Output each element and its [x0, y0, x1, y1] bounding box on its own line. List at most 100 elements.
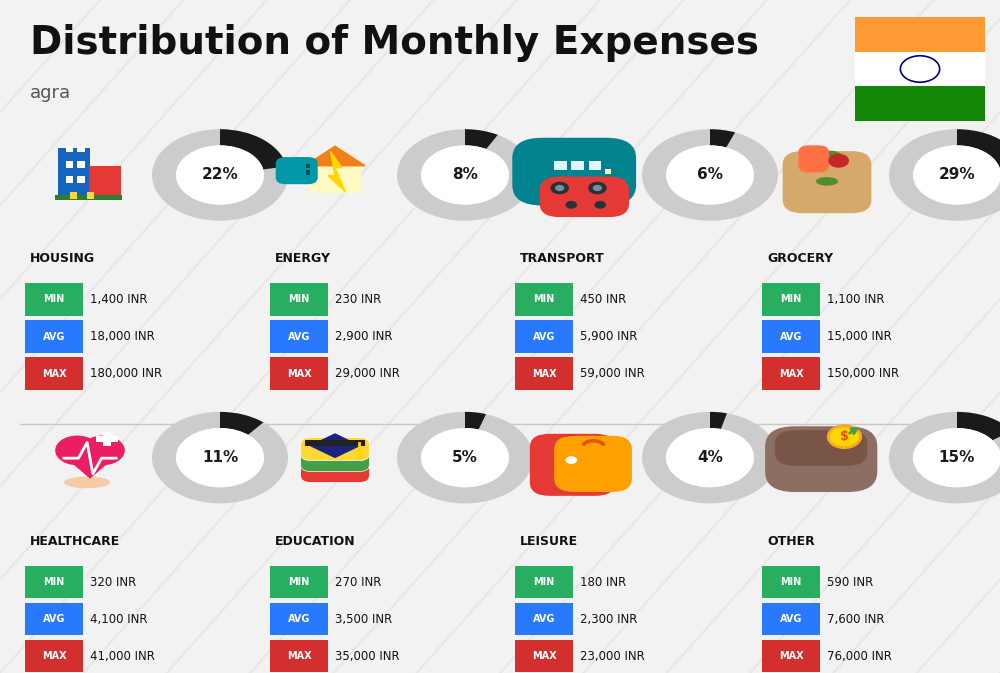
- Text: 5%: 5%: [452, 450, 478, 465]
- FancyBboxPatch shape: [515, 357, 573, 390]
- Wedge shape: [889, 129, 1000, 221]
- Polygon shape: [58, 450, 122, 478]
- Wedge shape: [397, 129, 533, 221]
- Circle shape: [176, 428, 264, 487]
- Text: MIN: MIN: [288, 295, 310, 304]
- FancyBboxPatch shape: [270, 640, 328, 672]
- Text: 5,900 INR: 5,900 INR: [580, 330, 637, 343]
- Text: MIN: MIN: [780, 577, 802, 587]
- Circle shape: [555, 185, 564, 191]
- FancyBboxPatch shape: [305, 440, 365, 446]
- Text: 3,500 INR: 3,500 INR: [335, 612, 392, 626]
- Wedge shape: [465, 129, 498, 149]
- FancyBboxPatch shape: [554, 161, 567, 170]
- Text: 2,900 INR: 2,900 INR: [335, 330, 392, 343]
- FancyBboxPatch shape: [66, 145, 73, 152]
- Text: MAX: MAX: [532, 369, 556, 378]
- FancyBboxPatch shape: [301, 437, 369, 460]
- Wedge shape: [642, 129, 778, 221]
- Circle shape: [421, 428, 509, 487]
- Text: agra: agra: [30, 84, 71, 102]
- FancyBboxPatch shape: [309, 166, 361, 193]
- FancyBboxPatch shape: [55, 195, 122, 200]
- Wedge shape: [710, 129, 735, 147]
- FancyBboxPatch shape: [515, 283, 573, 316]
- Text: OTHER: OTHER: [767, 535, 815, 548]
- Text: MIN: MIN: [288, 577, 310, 587]
- Circle shape: [666, 428, 754, 487]
- Text: AVG: AVG: [533, 614, 555, 624]
- Text: MAX: MAX: [779, 369, 803, 378]
- FancyBboxPatch shape: [77, 161, 85, 168]
- Wedge shape: [642, 412, 778, 503]
- Text: MAX: MAX: [287, 651, 311, 661]
- FancyBboxPatch shape: [530, 434, 615, 496]
- Text: ENERGY: ENERGY: [275, 252, 331, 265]
- Text: 11%: 11%: [202, 450, 238, 465]
- Text: AVG: AVG: [43, 614, 65, 624]
- Text: MIN: MIN: [43, 577, 65, 587]
- FancyBboxPatch shape: [25, 357, 83, 390]
- Text: 35,000 INR: 35,000 INR: [335, 649, 400, 663]
- Text: 590 INR: 590 INR: [827, 575, 873, 589]
- FancyBboxPatch shape: [762, 357, 820, 390]
- FancyBboxPatch shape: [270, 320, 328, 353]
- Circle shape: [913, 145, 1000, 205]
- FancyBboxPatch shape: [855, 86, 985, 121]
- Text: 23,000 INR: 23,000 INR: [580, 649, 645, 663]
- FancyBboxPatch shape: [855, 52, 985, 86]
- Text: 15%: 15%: [939, 450, 975, 465]
- Text: MAX: MAX: [532, 651, 556, 661]
- Text: LEISURE: LEISURE: [520, 535, 578, 548]
- Text: 1,100 INR: 1,100 INR: [827, 293, 885, 306]
- Circle shape: [593, 185, 602, 191]
- Text: 230 INR: 230 INR: [335, 293, 381, 306]
- Text: 22%: 22%: [202, 168, 238, 182]
- Wedge shape: [220, 412, 263, 435]
- Text: GROCERY: GROCERY: [767, 252, 833, 265]
- Ellipse shape: [823, 151, 843, 160]
- FancyBboxPatch shape: [103, 431, 111, 446]
- Wedge shape: [889, 412, 1000, 503]
- FancyBboxPatch shape: [605, 169, 611, 174]
- Text: 76,000 INR: 76,000 INR: [827, 649, 892, 663]
- FancyBboxPatch shape: [270, 603, 328, 635]
- Wedge shape: [465, 412, 486, 429]
- Wedge shape: [957, 129, 1000, 186]
- Text: 180 INR: 180 INR: [580, 575, 626, 589]
- FancyBboxPatch shape: [515, 566, 573, 598]
- Text: MAX: MAX: [779, 651, 803, 661]
- Text: HEALTHCARE: HEALTHCARE: [30, 535, 120, 548]
- Wedge shape: [220, 129, 287, 170]
- FancyBboxPatch shape: [855, 17, 985, 52]
- FancyBboxPatch shape: [66, 161, 73, 168]
- Polygon shape: [328, 151, 345, 192]
- Text: 270 INR: 270 INR: [335, 575, 381, 589]
- Circle shape: [828, 153, 849, 168]
- Text: Distribution of Monthly Expenses: Distribution of Monthly Expenses: [30, 24, 759, 61]
- Text: 450 INR: 450 INR: [580, 293, 626, 306]
- Text: 29,000 INR: 29,000 INR: [335, 367, 400, 380]
- Text: 320 INR: 320 INR: [90, 575, 136, 589]
- FancyBboxPatch shape: [25, 640, 83, 672]
- Text: 150,000 INR: 150,000 INR: [827, 367, 899, 380]
- FancyBboxPatch shape: [515, 320, 573, 353]
- Circle shape: [566, 456, 577, 464]
- Text: MIN: MIN: [533, 577, 555, 587]
- Circle shape: [595, 201, 606, 209]
- Text: 41,000 INR: 41,000 INR: [90, 649, 155, 663]
- Wedge shape: [397, 412, 533, 503]
- Text: AVG: AVG: [780, 332, 802, 341]
- FancyBboxPatch shape: [762, 640, 820, 672]
- Wedge shape: [152, 129, 288, 221]
- FancyBboxPatch shape: [77, 145, 85, 152]
- Polygon shape: [305, 146, 365, 166]
- FancyBboxPatch shape: [775, 430, 867, 466]
- Text: 2,300 INR: 2,300 INR: [580, 612, 637, 626]
- Text: 15,000 INR: 15,000 INR: [827, 330, 892, 343]
- FancyBboxPatch shape: [25, 603, 83, 635]
- FancyBboxPatch shape: [554, 435, 632, 492]
- FancyBboxPatch shape: [762, 566, 820, 598]
- Circle shape: [55, 435, 99, 465]
- FancyBboxPatch shape: [515, 603, 573, 635]
